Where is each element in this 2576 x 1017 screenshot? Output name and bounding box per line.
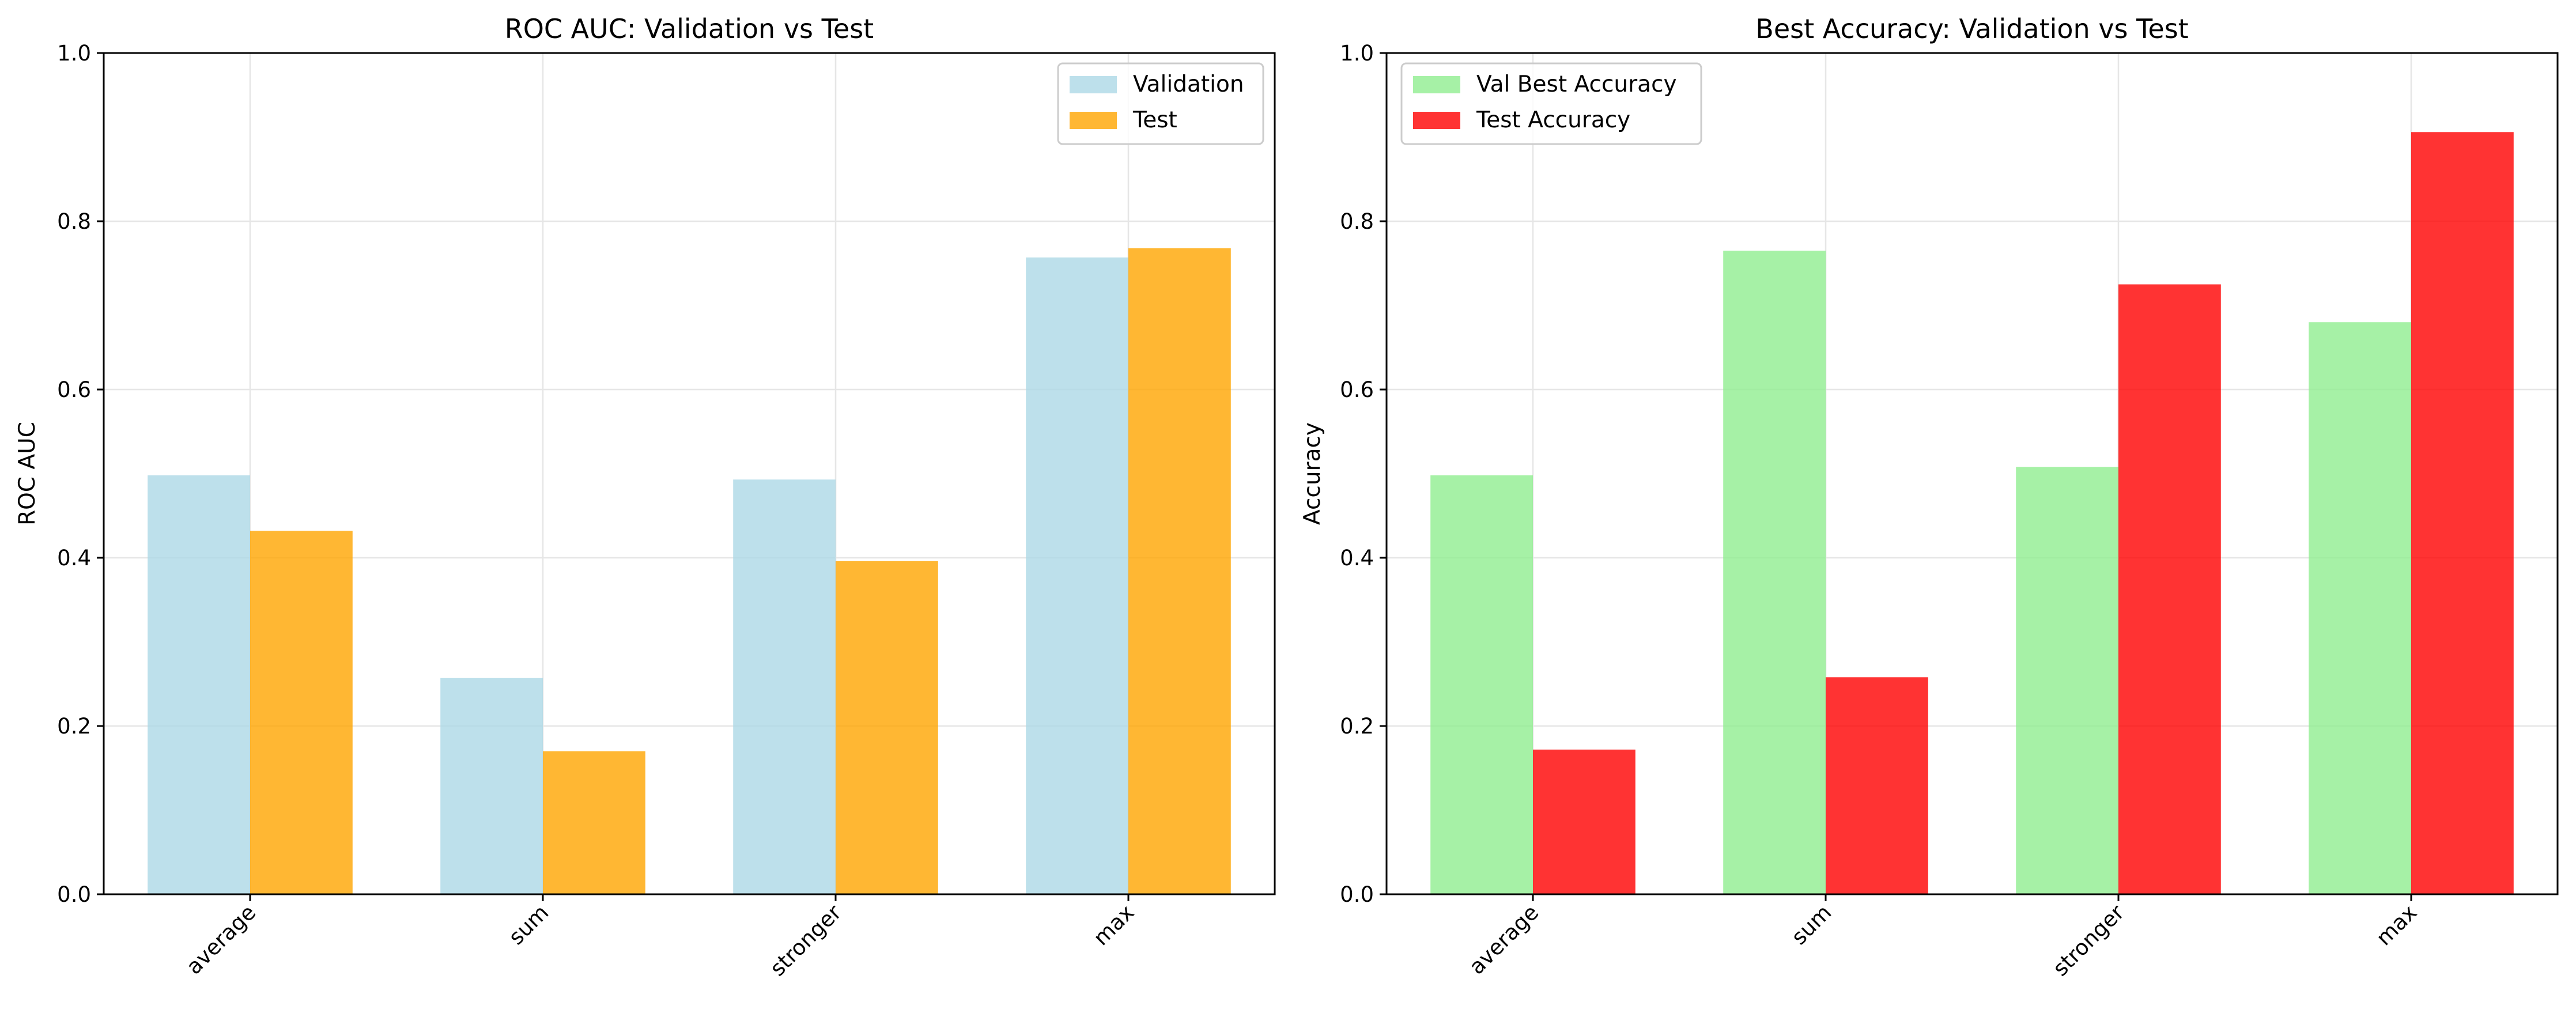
bar-val-best-accuracy-stronger: [2016, 467, 2118, 894]
y-tick-label: 1.0: [1340, 41, 1374, 66]
bar-validation-sum: [440, 678, 543, 894]
legend-swatch: [1413, 76, 1460, 93]
y-tick-label: 0.6: [1340, 377, 1374, 402]
roc-auc-chart: 0.0 0.2 0.4 0.6 0.8 1.0 average sum stronger max R…: [14, 13, 1276, 981]
y-tick-label: 1.0: [57, 41, 91, 66]
x-tick-label: stronger: [2048, 899, 2129, 981]
x-tick-label: average: [182, 900, 261, 980]
bar-test-stronger: [836, 561, 938, 894]
bar-validation-max: [1026, 257, 1128, 894]
legend-swatch: [1070, 76, 1117, 93]
bar-val-best-accuracy-max: [2309, 322, 2411, 894]
bar-validation-average: [148, 475, 250, 894]
y-tick-label: 0.8: [57, 209, 91, 234]
x-tick-label: max: [2371, 900, 2422, 950]
y-tick-label: 0.0: [1340, 882, 1374, 907]
bar-test-accuracy-sum: [1826, 677, 1928, 894]
bar-test-max: [1128, 248, 1231, 895]
chart-title: ROC AUC: Validation vs Test: [505, 13, 874, 44]
bar-val-best-accuracy-sum: [1723, 251, 1826, 895]
plot-frame: [103, 52, 1276, 895]
y-tick-label: 0.4: [57, 546, 91, 570]
y-axis-label: ROC AUC: [14, 422, 40, 525]
bar-val-best-accuracy-average: [1430, 475, 1533, 894]
legend-label: Val Best Accuracy: [1476, 71, 1677, 97]
legend-swatch: [1070, 112, 1117, 129]
y-tick-label: 0.2: [57, 714, 91, 739]
x-tick-label: max: [1089, 900, 1139, 950]
bar-validation-stronger: [733, 479, 836, 894]
bar-test-accuracy-stronger: [2118, 284, 2221, 894]
bar-test-accuracy-average: [1533, 749, 1636, 894]
bar-test-average: [250, 531, 353, 894]
y-tick-label: 0.2: [1340, 714, 1374, 739]
legend-box: [1400, 62, 1702, 145]
legend: Val Best Accuracy Test Accuracy: [1400, 62, 1702, 145]
y-axis-label: Accuracy: [1300, 422, 1325, 525]
legend-swatch: [1413, 112, 1460, 129]
legend-label: Validation: [1133, 71, 1244, 97]
x-tick-label: sum: [1786, 900, 1836, 950]
y-tick-label: 0.6: [57, 377, 91, 402]
plot-frame: [1385, 52, 2559, 895]
x-tick-label: stronger: [765, 899, 847, 981]
y-tick-label: 0.4: [1340, 546, 1374, 570]
bar-test-accuracy-max: [2411, 132, 2514, 895]
x-tick-label: sum: [504, 900, 553, 950]
y-tick-label: 0.8: [1340, 209, 1374, 234]
accuracy-chart: 0.0 0.2 0.4 0.6 0.8 1.0 average sum stronger max B…: [1300, 13, 2559, 981]
x-tick-label: average: [1464, 900, 1544, 980]
chart-title: Best Accuracy: Validation vs Test: [1755, 13, 2188, 44]
legend-label: Test Accuracy: [1476, 107, 1630, 133]
legend: Validation Test: [1057, 62, 1264, 145]
legend-label: Test: [1132, 107, 1177, 133]
y-tick-label: 0.0: [57, 882, 91, 907]
bar-test-sum: [543, 751, 645, 894]
